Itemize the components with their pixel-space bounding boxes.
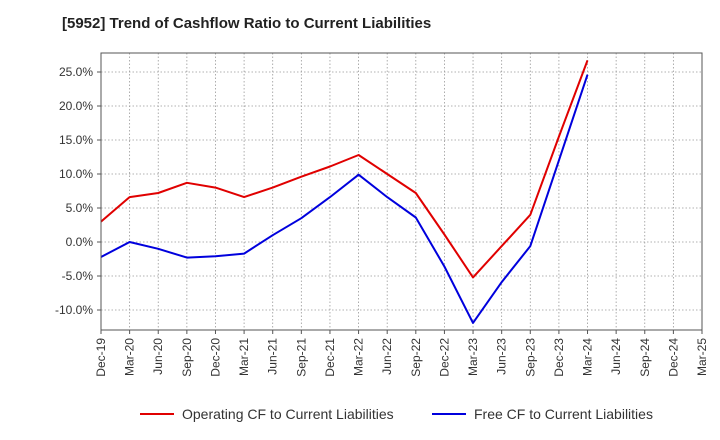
legend-label-1: Operating CF to Current Liabilities: [182, 406, 394, 422]
y-tick-label: 10.0%: [59, 167, 93, 181]
x-tick-label: Dec-19: [94, 338, 108, 377]
x-tick-label: Mar-21: [237, 338, 251, 376]
x-tick-label: Jun-22: [380, 338, 394, 375]
plot-frame: [100, 52, 703, 331]
x-tick-label: Sep-22: [409, 338, 423, 377]
x-tick-label: Sep-20: [180, 338, 194, 377]
x-tick-label: Dec-20: [208, 338, 222, 377]
x-tick-label: Sep-24: [638, 338, 652, 377]
x-tick-label: Mar-24: [581, 338, 595, 376]
x-tick-label: Sep-21: [294, 338, 308, 377]
legend: Operating CF to Current Liabilities Free …: [140, 406, 653, 422]
x-axis: Dec-19 Mar-20 Jun-20 Sep-20 Dec-20 Mar-21 Jun-…: [94, 330, 709, 377]
x-tick-label: Sep-23: [523, 338, 537, 377]
y-tick-label: 20.0%: [59, 99, 93, 113]
series-line-2: [100, 74, 589, 324]
x-tick-label: Jun-21: [266, 338, 280, 375]
x-tick-label: Jun-24: [609, 338, 623, 375]
y-tick-label: -5.0%: [62, 269, 94, 283]
series-lines: [100, 60, 589, 324]
y-tick-label: 15.0%: [59, 133, 93, 147]
x-tick-label: Mar-23: [466, 338, 480, 376]
x-tick-label: Dec-22: [437, 338, 451, 377]
legend-label-2: Free CF to Current Liabilities: [474, 406, 653, 422]
x-tick-label: Mar-20: [123, 338, 137, 376]
y-tick-label: 5.0%: [66, 201, 94, 215]
x-tick-label: Jun-20: [151, 338, 165, 375]
y-tick-label: 0.0%: [66, 235, 94, 249]
y-tick-label: -10.0%: [55, 303, 93, 317]
x-tick-label: Dec-21: [323, 338, 337, 377]
x-tick-label: Mar-22: [352, 338, 366, 376]
x-tick-label: Dec-23: [552, 338, 566, 377]
grid-lines: [101, 53, 702, 330]
x-tick-label: Jun-23: [495, 338, 509, 375]
y-axis: 25.0% 20.0% 15.0% 10.0% 5.0% 0.0% -5.0% -10.0%: [55, 65, 101, 317]
chart-title: [5952] Trend of Cashflow Ratio to Curren…: [62, 15, 432, 32]
y-tick-label: 25.0%: [59, 65, 93, 79]
x-tick-label: Dec-24: [666, 338, 680, 377]
series-line-1: [100, 60, 589, 279]
x-tick-label: Mar-25: [695, 338, 709, 376]
